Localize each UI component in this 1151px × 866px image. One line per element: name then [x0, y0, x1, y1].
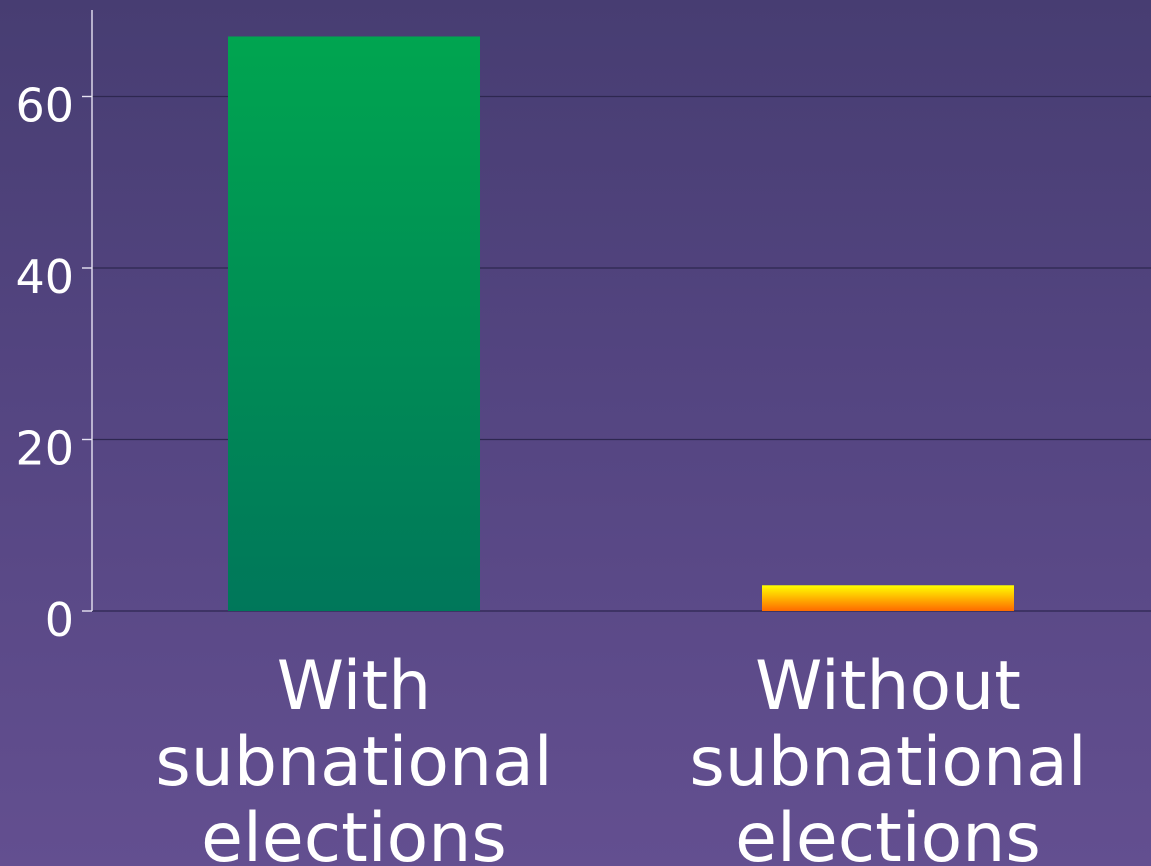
bar-1: [228, 36, 480, 612]
category-labels: WithsubnationalelectionsWithoutsubnation…: [155, 647, 1086, 866]
y-tick-label-40: 40: [15, 250, 74, 304]
category-label-line: elections: [201, 799, 507, 866]
bars: [228, 36, 1014, 612]
category-label-line: subnational: [689, 723, 1086, 802]
y-tick-label-60: 60: [15, 79, 74, 133]
y-tick-label-0: 0: [45, 593, 74, 647]
category-label-line: subnational: [155, 723, 552, 802]
y-tick-label-20: 20: [15, 422, 74, 476]
category-label-line: With: [277, 647, 431, 726]
y-axis: 0 20 40 60: [15, 10, 93, 647]
bar-2: [762, 585, 1014, 611]
category-label-line: Without: [755, 647, 1021, 726]
category-label-line: elections: [735, 799, 1041, 866]
